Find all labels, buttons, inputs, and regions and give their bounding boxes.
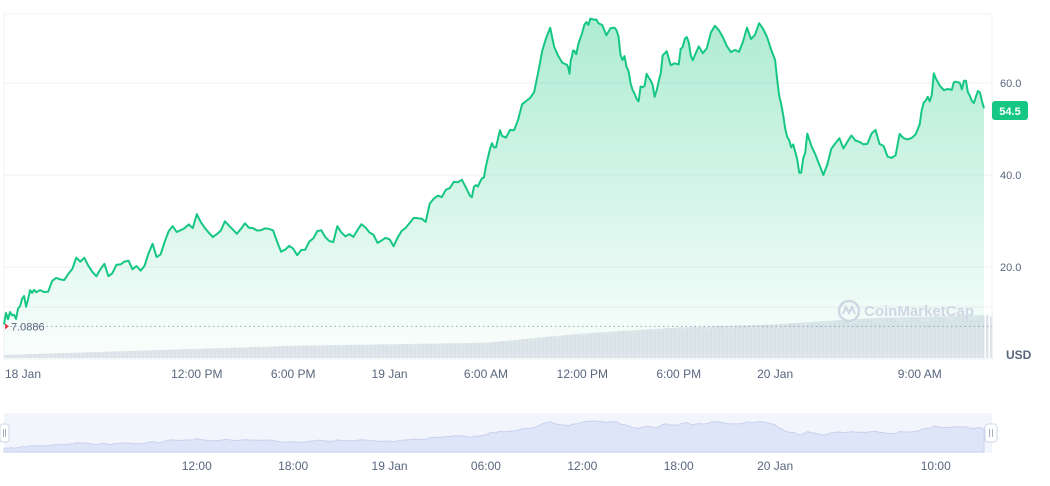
current-price-value: 54.5: [999, 106, 1020, 118]
navigator-axis: 12:00 18:00 19 Jan 06:00 12:00 18:00 20 Jan 10:…: [182, 459, 951, 473]
x-axis: 18 Jan 12:00 PM 6:00 PM 19 Jan 6:00 AM 12:00 …: [5, 367, 942, 381]
x-tick-label: 18 Jan: [5, 367, 41, 381]
navigator-tick-label: 06:00: [471, 459, 501, 473]
volume-bar: [986, 315, 989, 358]
x-tick-label: 9:00 AM: [898, 367, 942, 381]
y-tick-label: 20.0: [1000, 262, 1021, 274]
x-tick-label: 12:00 PM: [557, 367, 608, 381]
x-tick-label: 6:00 PM: [656, 367, 701, 381]
watermark-text: CoinMarketCap: [864, 303, 974, 320]
x-tick-label: 12:00 PM: [171, 367, 222, 381]
logo-mark-icon: [842, 304, 856, 316]
navigator-tick-label: 12:00: [182, 459, 212, 473]
navigator-area: [3, 420, 985, 453]
watermark-logo: CoinMarketCap: [837, 299, 974, 323]
right-handle-bg[interactable]: [984, 423, 998, 443]
price-line: [3, 17, 985, 325]
currency-label: USD: [1006, 348, 1032, 362]
range-navigator[interactable]: [0, 413, 998, 453]
x-tick-label: 6:00 PM: [271, 367, 316, 381]
x-tick-label: 19 Jan: [372, 367, 408, 381]
baseline-marker: [5, 323, 9, 330]
coinmarketcap-logo-icon: [837, 299, 861, 323]
navigator-right-handle[interactable]: [984, 423, 998, 443]
x-tick-label: 20 Jan: [757, 367, 793, 381]
navigator-tick-label: 19 Jan: [372, 459, 408, 473]
price-area: [4, 18, 984, 359]
current-price-badge: 54.5: [992, 101, 1028, 120]
navigator-tick-label: 20 Jan: [757, 459, 793, 473]
x-tick-label: 6:00 AM: [464, 367, 508, 381]
y-tick-label: 60.0: [1000, 78, 1021, 90]
current-price-badge-bg: [992, 101, 1028, 120]
y-axis: 20.0 40.0 60.0: [1000, 78, 1021, 274]
navigator-tick-label: 10:00: [921, 459, 951, 473]
left-handle-bg[interactable]: [0, 423, 10, 443]
navigator-tick-label: 18:00: [278, 459, 308, 473]
navigator-tick-label: 12:00: [567, 459, 597, 473]
y-tick-label: 40.0: [1000, 170, 1021, 182]
navigator-tick-label: 18:00: [664, 459, 694, 473]
baseline-label: 7.0886: [11, 321, 45, 333]
navigator-left-handle[interactable]: [0, 423, 10, 443]
volume-bar: [990, 316, 993, 358]
